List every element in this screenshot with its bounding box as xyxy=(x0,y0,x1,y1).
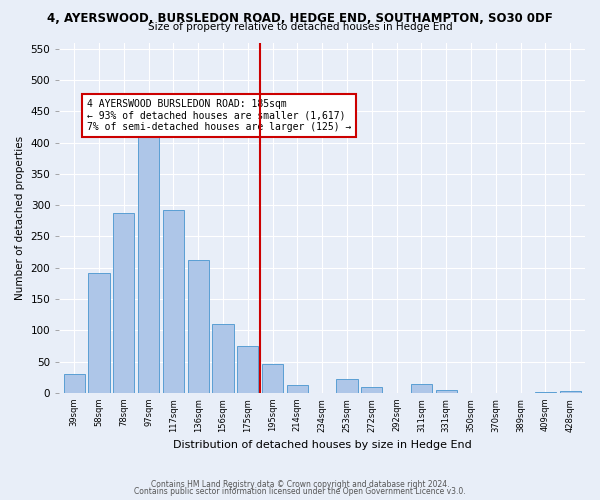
Bar xyxy=(237,346,259,393)
Bar xyxy=(262,364,283,393)
Bar xyxy=(113,214,134,393)
Bar xyxy=(411,384,432,393)
Bar xyxy=(436,390,457,393)
Text: 4, AYERSWOOD, BURSLEDON ROAD, HEDGE END, SOUTHAMPTON, SO30 0DF: 4, AYERSWOOD, BURSLEDON ROAD, HEDGE END,… xyxy=(47,12,553,26)
Bar xyxy=(88,273,110,393)
Bar xyxy=(163,210,184,393)
X-axis label: Distribution of detached houses by size in Hedge End: Distribution of detached houses by size … xyxy=(173,440,472,450)
Bar xyxy=(337,379,358,393)
Bar xyxy=(287,385,308,393)
Bar xyxy=(212,324,233,393)
Text: Contains public sector information licensed under the Open Government Licence v3: Contains public sector information licen… xyxy=(134,487,466,496)
Bar xyxy=(64,374,85,393)
Text: Size of property relative to detached houses in Hedge End: Size of property relative to detached ho… xyxy=(148,22,452,32)
Text: Contains HM Land Registry data © Crown copyright and database right 2024.: Contains HM Land Registry data © Crown c… xyxy=(151,480,449,489)
Y-axis label: Number of detached properties: Number of detached properties xyxy=(15,136,25,300)
Text: 4 AYERSWOOD BURSLEDON ROAD: 185sqm
← 93% of detached houses are smaller (1,617)
: 4 AYERSWOOD BURSLEDON ROAD: 185sqm ← 93%… xyxy=(86,99,351,132)
Bar xyxy=(188,260,209,393)
Bar xyxy=(138,104,159,393)
Bar xyxy=(560,391,581,393)
Bar xyxy=(361,386,382,393)
Bar xyxy=(535,392,556,393)
